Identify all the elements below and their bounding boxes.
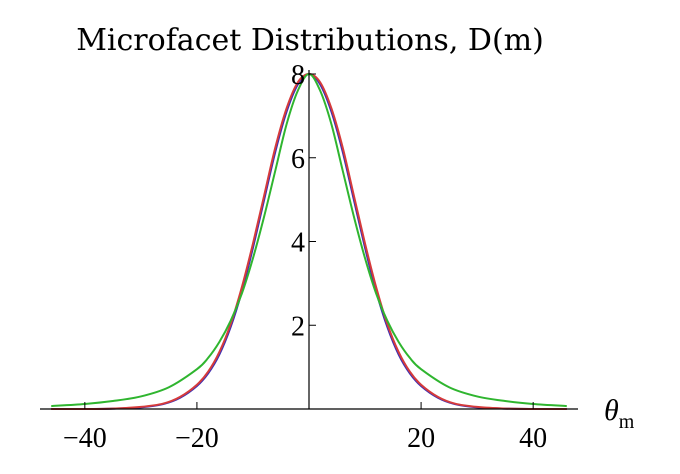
y-tick-label: 4 — [291, 228, 305, 259]
y-tick-label: 8 — [291, 60, 305, 91]
x-ticks: −40 −20 20 40 — [63, 402, 547, 454]
y-tick-label: 6 — [291, 144, 305, 175]
x-tick-label: −20 — [175, 423, 219, 454]
x-axis-label-subscript: m — [619, 411, 635, 433]
x-tick-label: 40 — [519, 423, 547, 454]
x-axis-label-symbol: θ — [604, 394, 619, 427]
y-tick-label: 2 — [291, 311, 305, 342]
y-ticks: 2 4 6 8 — [291, 60, 316, 342]
x-axis-label: θm — [604, 394, 635, 433]
chart-title: Microfacet Distributions, D(m) — [76, 23, 544, 58]
x-tick-label: 20 — [407, 423, 435, 454]
x-tick-label: −40 — [63, 423, 107, 454]
